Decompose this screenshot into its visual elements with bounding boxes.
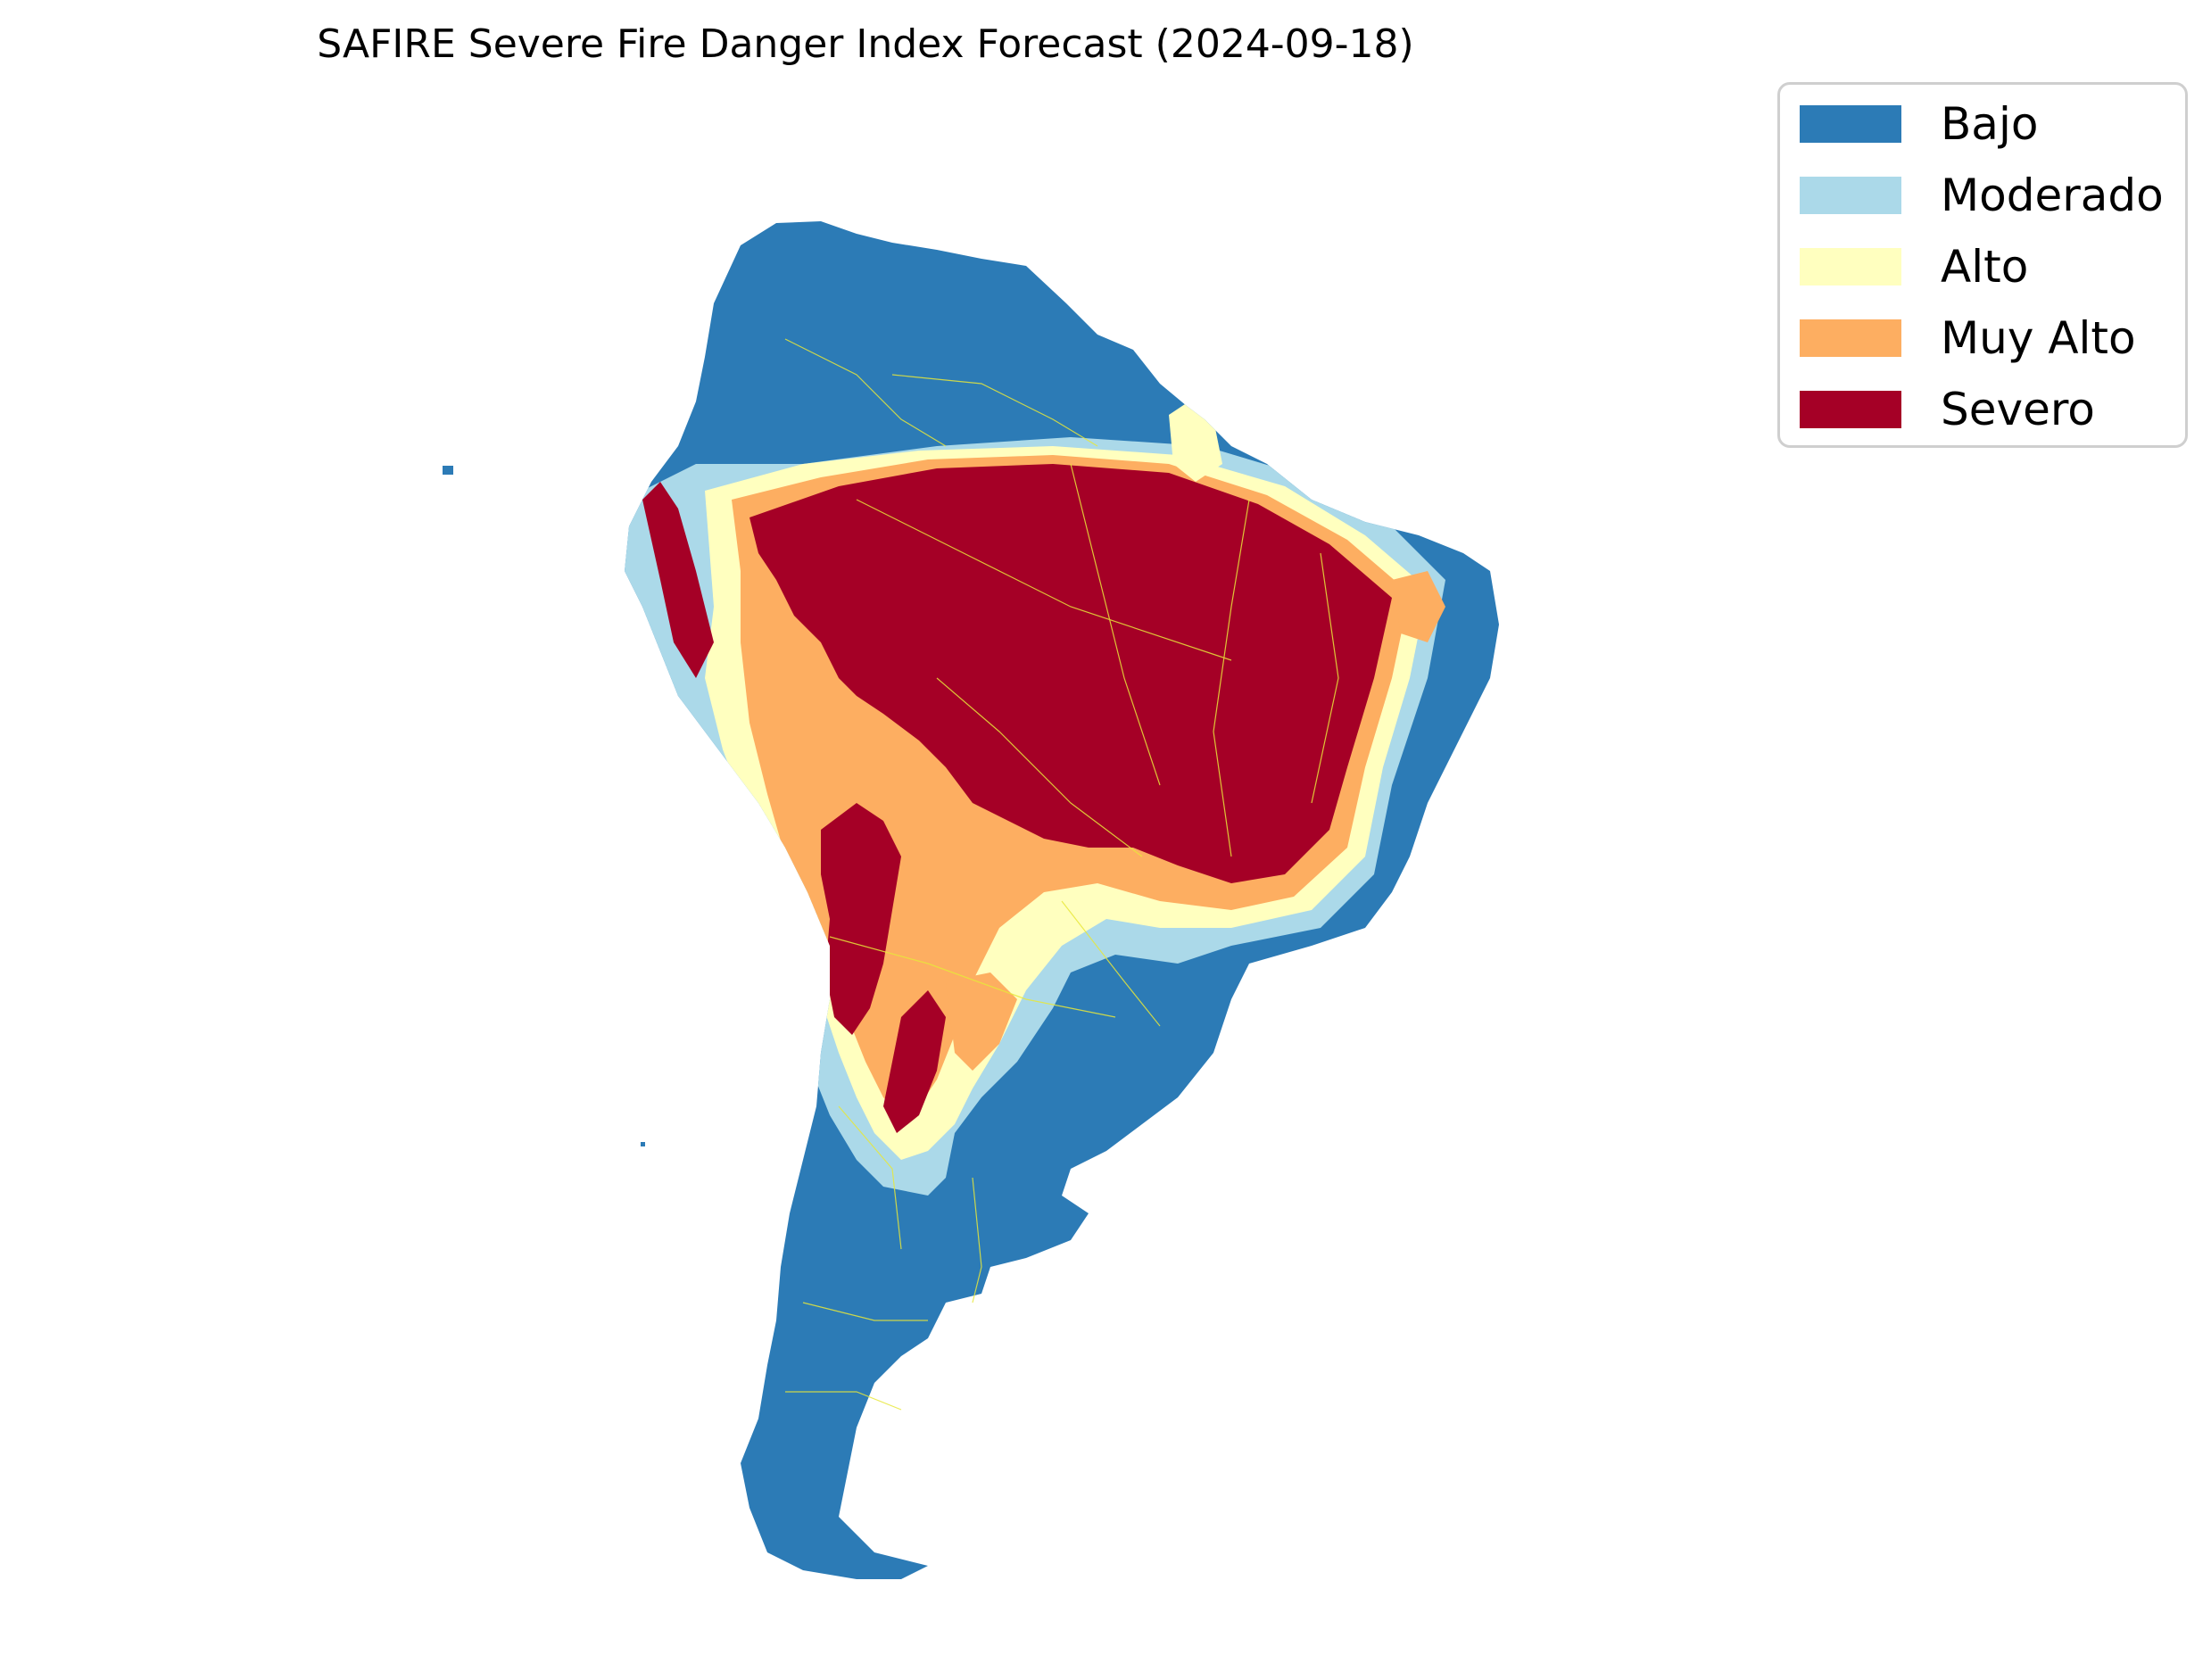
fire-danger-map (443, 221, 1499, 1579)
legend-swatch (1800, 319, 1901, 357)
map-title: SAFIRE Severe Fire Danger Index Forecast… (317, 21, 1414, 67)
legend-swatch (1800, 248, 1901, 286)
legend-item-bajo: Bajo (1800, 98, 2038, 150)
legend-label: Muy Alto (1941, 312, 2136, 364)
legend-item-muy-alto: Muy Alto (1800, 312, 2136, 364)
legend-label: Alto (1941, 241, 2029, 293)
legend-swatch (1800, 105, 1901, 143)
legend-label: Moderado (1941, 170, 2164, 221)
legend-item-severo: Severo (1800, 384, 2095, 435)
legend-swatch (1800, 177, 1901, 214)
legend-item-moderado: Moderado (1800, 170, 2164, 221)
legend-item-alto: Alto (1800, 241, 2028, 293)
legend-swatch (1800, 391, 1901, 428)
legend: Bajo Moderado Alto Muy Alto Severo (1777, 82, 2188, 448)
legend-label: Bajo (1941, 98, 2039, 150)
legend-label: Severo (1941, 384, 2095, 435)
